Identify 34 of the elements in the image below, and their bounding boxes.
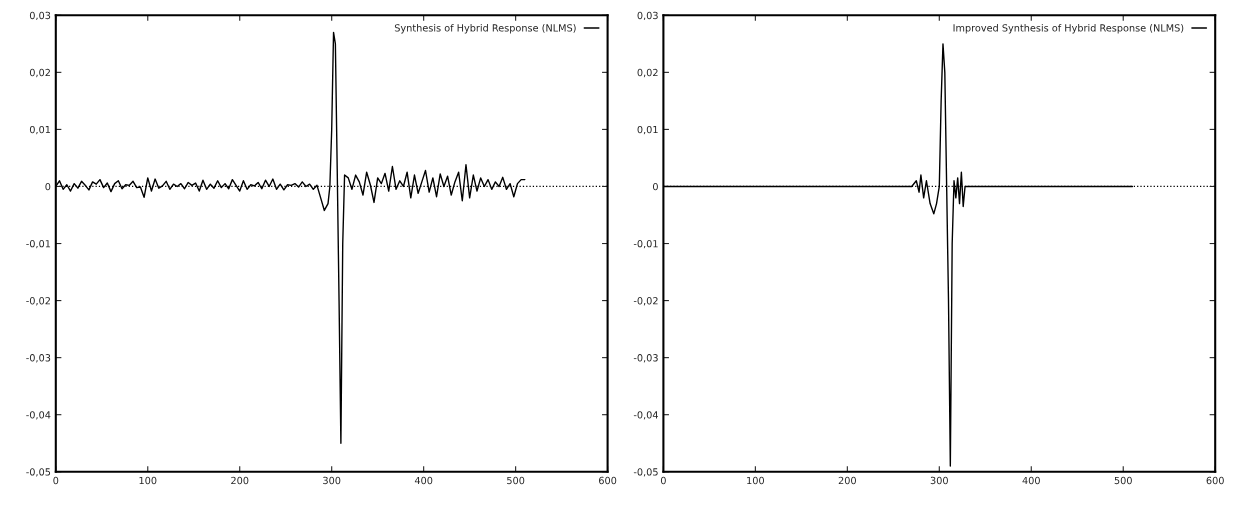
x-tick-label: 0 xyxy=(660,476,666,485)
x-tick-label: 100 xyxy=(747,476,764,485)
y-tick-label: -0,04 xyxy=(26,411,51,420)
x-tick-label: 300 xyxy=(930,476,948,485)
y-tick-label: 0 xyxy=(652,182,658,191)
x-tick-label: 400 xyxy=(1022,476,1040,485)
x-tick-label: 200 xyxy=(231,476,249,485)
y-tick-label: 0,02 xyxy=(637,68,658,78)
y-tick-label: 0 xyxy=(45,182,51,191)
y-tick-label: 0,03 xyxy=(637,11,658,21)
x-tick-label: 100 xyxy=(139,476,157,485)
x-tick-label: 600 xyxy=(1206,476,1224,485)
x-tick-label: 600 xyxy=(599,476,617,485)
y-tick-label: 0,03 xyxy=(29,11,51,21)
legend-label: Improved Synthesis of Hybrid Response (NLMS) xyxy=(953,24,1184,34)
x-tick-label: 200 xyxy=(838,476,856,485)
y-tick-label: -0,04 xyxy=(633,411,658,420)
x-tick-label: 400 xyxy=(414,476,433,485)
y-tick-label: -0,03 xyxy=(633,354,658,363)
y-tick-label: -0,01 xyxy=(26,240,51,249)
x-tick-label: 0 xyxy=(53,476,59,485)
y-tick-label: 0,02 xyxy=(29,68,50,78)
x-tick-label: 500 xyxy=(1114,476,1132,485)
y-tick-label: -0,02 xyxy=(26,297,50,306)
y-tick-label: -0,03 xyxy=(26,354,51,363)
y-tick-label: -0,02 xyxy=(633,297,658,306)
y-tick-label: -0,05 xyxy=(633,468,658,477)
y-tick-label: 0,01 xyxy=(637,125,658,135)
x-tick-label: 300 xyxy=(323,476,341,485)
y-tick-label: -0,01 xyxy=(633,240,658,249)
legend-label: Synthesis of Hybrid Response (NLMS) xyxy=(394,24,576,34)
y-tick-label: -0,05 xyxy=(26,468,51,477)
x-tick-label: 500 xyxy=(507,476,525,485)
y-tick-label: 0,01 xyxy=(29,125,51,135)
